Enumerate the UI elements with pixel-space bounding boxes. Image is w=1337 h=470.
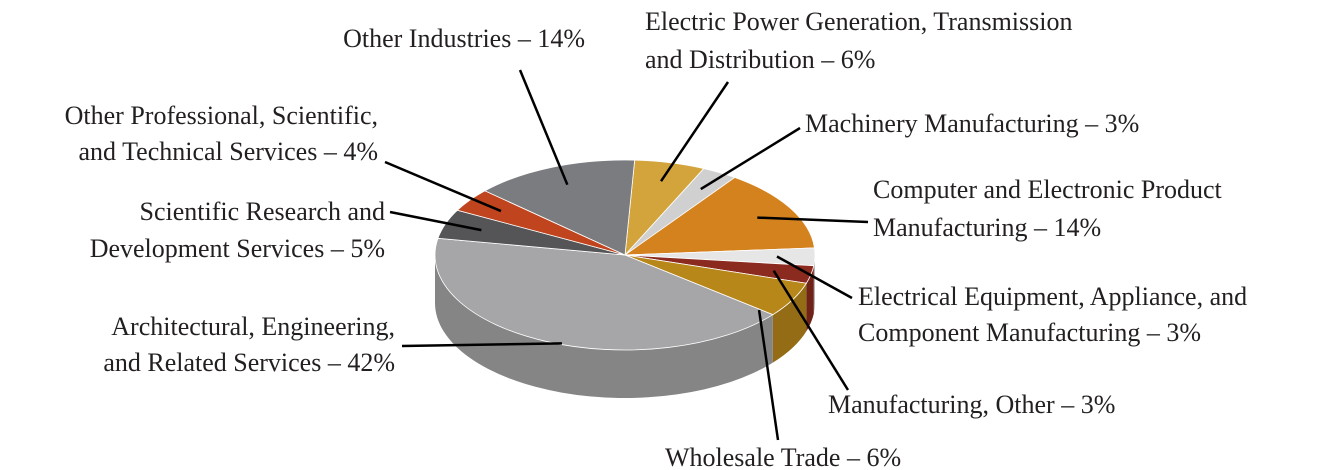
- label-line: and Distribution – 6%: [645, 45, 875, 74]
- pie-side: [806, 265, 814, 332]
- slice-label: Electric Power Generation, Transmission a…: [645, 7, 1073, 74]
- slice-label: Architectural, Engineering, and Related S…: [103, 312, 395, 377]
- slice-label: Electrical Equipment, Appliance, and Comp…: [858, 282, 1247, 347]
- label-line: Component Manufacturing – 3%: [858, 318, 1201, 347]
- leader-line: [757, 216, 869, 224]
- slice-label: Wholesale Trade – 6%: [665, 443, 901, 470]
- slice-label: Manufacturing, Other – 3%: [828, 390, 1115, 419]
- pie-slice: [434, 237, 774, 351]
- leader-line: [518, 69, 569, 186]
- pie-side: [813, 255, 815, 314]
- leader-line: [659, 81, 730, 182]
- leader-line: [389, 210, 482, 232]
- label-line: and Related Services – 42%: [103, 348, 395, 377]
- label-line: Development Services – 5%: [90, 234, 385, 263]
- leader-line: [700, 126, 801, 191]
- label-line: Scientific Research and: [140, 197, 385, 226]
- slice-label: Scientific Research and Development Servi…: [90, 197, 385, 263]
- leader-line: [401, 342, 562, 348]
- leader-line: [772, 270, 850, 391]
- label-line: Other Professional, Scientific,: [65, 101, 378, 130]
- pie-slice: [484, 159, 636, 256]
- slice-label: Other Professional, Scientific, and Techn…: [65, 101, 378, 166]
- label-line: Computer and Electronic Product: [873, 175, 1223, 204]
- label-line: Electrical Equipment, Appliance, and: [858, 282, 1247, 311]
- label-line: Architectural, Engineering,: [111, 312, 395, 341]
- slice-label: Other Industries – 14%: [343, 24, 585, 53]
- leader-line: [384, 160, 502, 213]
- slice-label: Machinery Manufacturing – 3%: [805, 109, 1139, 138]
- leader-line: [757, 309, 780, 441]
- label-line: Electric Power Generation, Transmission: [645, 7, 1073, 36]
- leader-line: [776, 255, 853, 300]
- label-line: Manufacturing – 14%: [873, 213, 1101, 242]
- pie-slice: [623, 177, 815, 256]
- slice-label: Computer and Electronic Product Manufactu…: [873, 175, 1223, 242]
- label-line: and Technical Services – 4%: [79, 137, 378, 166]
- pie-side: [435, 255, 773, 399]
- pie-side: [772, 283, 807, 363]
